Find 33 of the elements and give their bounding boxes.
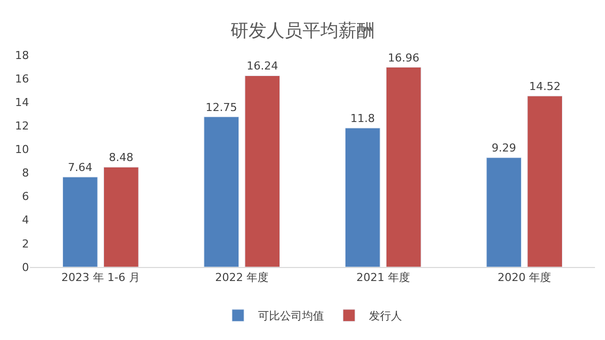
y-tick-label: 2 <box>22 237 29 250</box>
bar <box>386 67 422 267</box>
y-tick-label: 16 <box>15 72 29 86</box>
data-label: 11.8 <box>350 112 375 126</box>
y-tick-label: 10 <box>15 143 29 156</box>
data-label: 16.96 <box>388 51 420 64</box>
x-tick-label: 2020 年度 <box>498 271 552 284</box>
bar <box>204 116 240 267</box>
bar <box>486 157 522 267</box>
y-tick-label: 18 <box>15 48 29 62</box>
y-tick-label: 4 <box>22 214 29 227</box>
bar <box>527 96 563 267</box>
y-tick-label: 6 <box>22 190 29 204</box>
bar <box>62 176 98 267</box>
y-tick-label: 8 <box>22 166 29 180</box>
data-label: 12.75 <box>206 100 238 114</box>
data-label: 14.52 <box>529 80 561 93</box>
legend-label: 可比公司均值 <box>258 310 324 323</box>
x-tick-label: 2023 年 1-6 月 <box>61 271 140 284</box>
bar <box>244 75 280 267</box>
x-tick-label: 2021 年度 <box>356 271 410 284</box>
data-label: 8.48 <box>108 151 134 164</box>
data-label: 9.29 <box>492 142 516 155</box>
chart-title: 研发人员平均薪酬 <box>230 20 374 42</box>
bar <box>344 128 380 267</box>
data-label: 16.24 <box>246 60 278 73</box>
data-label: 7.64 <box>68 161 92 174</box>
y-tick-label: 14 <box>15 96 29 109</box>
x-tick-label: 2022 年度 <box>215 271 269 284</box>
legend-label: 发行人 <box>369 310 402 323</box>
y-tick-label: 0 <box>22 260 29 274</box>
y-tick-label: 12 <box>15 120 29 133</box>
bar <box>103 166 139 267</box>
